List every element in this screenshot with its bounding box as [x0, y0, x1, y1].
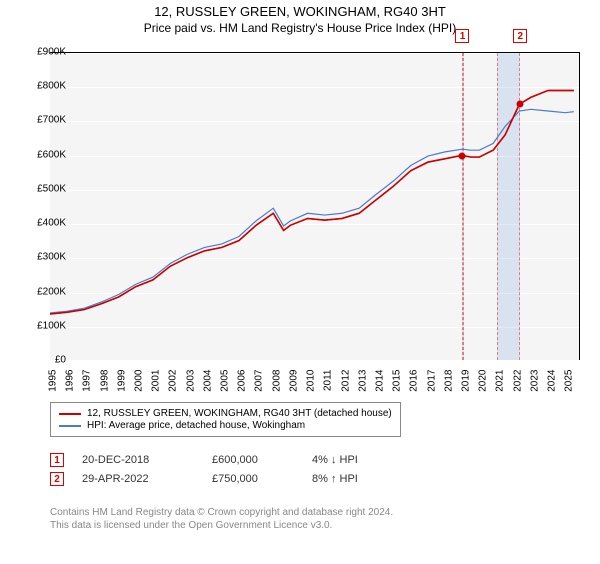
series-property	[50, 90, 574, 313]
y-tick-label: £600K	[22, 149, 66, 160]
sale-marker-1: 1	[455, 29, 469, 43]
legend-row: 12, RUSSLEY GREEN, WOKINGHAM, RG40 3HT (…	[59, 408, 392, 419]
legend-label: 12, RUSSLEY GREEN, WOKINGHAM, RG40 3HT (…	[87, 408, 392, 419]
x-tick-label: 2009	[288, 370, 299, 392]
legend: 12, RUSSLEY GREEN, WOKINGHAM, RG40 3HT (…	[50, 402, 401, 437]
x-tick-label: 1998	[99, 370, 110, 392]
chart-title: 12, RUSSLEY GREEN, WOKINGHAM, RG40 3HT	[0, 4, 600, 19]
x-tick-label: 2019	[460, 370, 471, 392]
x-tick-label: 2001	[151, 370, 162, 392]
sale-dot	[459, 152, 466, 159]
x-tick-label: 2000	[134, 370, 145, 392]
x-tick-label: 2010	[306, 370, 317, 392]
x-tick-label: 2024	[547, 370, 558, 392]
x-tick-label: 2005	[220, 370, 231, 392]
plot-area: 12	[50, 52, 580, 360]
sale-date: 20-DEC-2018	[82, 454, 212, 466]
x-tick-label: 2015	[392, 370, 403, 392]
x-tick-label: 2013	[357, 370, 368, 392]
y-tick-label: £500K	[22, 183, 66, 194]
legend-swatch	[59, 413, 81, 415]
x-tick-label: 1999	[116, 370, 127, 392]
x-tick-label: 1996	[65, 370, 76, 392]
x-tick-label: 2011	[323, 370, 334, 392]
x-tick-label: 2008	[271, 370, 282, 392]
x-tick-label: 2023	[529, 370, 540, 392]
x-tick-label: 2002	[168, 370, 179, 392]
sale-date: 29-APR-2022	[82, 473, 212, 485]
y-tick-label: £0	[22, 355, 66, 366]
chart-subtitle: Price paid vs. HM Land Registry's House …	[0, 21, 600, 35]
sale-row: 1 20-DEC-2018£600,0004% ↓ HPI	[50, 453, 412, 467]
x-tick-label: 2022	[512, 370, 523, 392]
sale-price: £750,000	[212, 473, 312, 485]
series-property-top	[50, 90, 574, 313]
x-tick-label: 2017	[426, 370, 437, 392]
x-tick-label: 2012	[340, 370, 351, 392]
x-tick-label: 2003	[185, 370, 196, 392]
footer-line-1: Contains HM Land Registry data © Crown c…	[50, 506, 393, 519]
legend-label: HPI: Average price, detached house, Woki…	[87, 420, 305, 431]
y-tick-label: £900K	[22, 47, 66, 58]
gridline	[50, 361, 579, 362]
sales-table: 1 20-DEC-2018£600,0004% ↓ HPI 2 29-APR-2022…	[50, 448, 412, 491]
y-tick-label: £100K	[22, 320, 66, 331]
y-tick-label: £400K	[22, 218, 66, 229]
line-chart-svg	[50, 53, 579, 360]
x-tick-label: 1997	[82, 370, 93, 392]
sale-delta: 4% ↓ HPI	[312, 454, 412, 466]
x-tick-label: 2025	[564, 370, 575, 392]
x-tick-label: 2004	[202, 370, 213, 392]
sale-price: £600,000	[212, 454, 312, 466]
x-tick-label: 2007	[254, 370, 265, 392]
series-hpi	[50, 109, 574, 313]
legend-swatch	[59, 425, 81, 427]
chart-container: 12, RUSSLEY GREEN, WOKINGHAM, RG40 3HT P…	[0, 4, 600, 564]
x-tick-label: 2018	[443, 370, 454, 392]
footer: Contains HM Land Registry data © Crown c…	[50, 506, 393, 532]
x-tick-label: 2021	[495, 370, 506, 392]
x-tick-label: 2020	[478, 370, 489, 392]
x-tick-label: 1995	[48, 370, 59, 392]
sale-dot	[517, 101, 524, 108]
legend-row: HPI: Average price, detached house, Woki…	[59, 420, 392, 431]
sale-marker-2: 2	[513, 29, 527, 43]
sale-delta: 8% ↑ HPI	[312, 473, 412, 485]
x-tick-label: 2016	[409, 370, 420, 392]
x-tick-label: 2014	[374, 370, 385, 392]
y-tick-label: £700K	[22, 115, 66, 126]
sale-row-marker: 2	[50, 472, 64, 486]
y-tick-label: £800K	[22, 81, 66, 92]
y-tick-label: £300K	[22, 252, 66, 263]
x-tick-label: 2006	[237, 370, 248, 392]
sale-row: 2 29-APR-2022£750,0008% ↑ HPI	[50, 472, 412, 486]
footer-line-2: This data is licensed under the Open Gov…	[50, 519, 393, 532]
sale-row-marker: 1	[50, 453, 64, 467]
y-tick-label: £200K	[22, 286, 66, 297]
